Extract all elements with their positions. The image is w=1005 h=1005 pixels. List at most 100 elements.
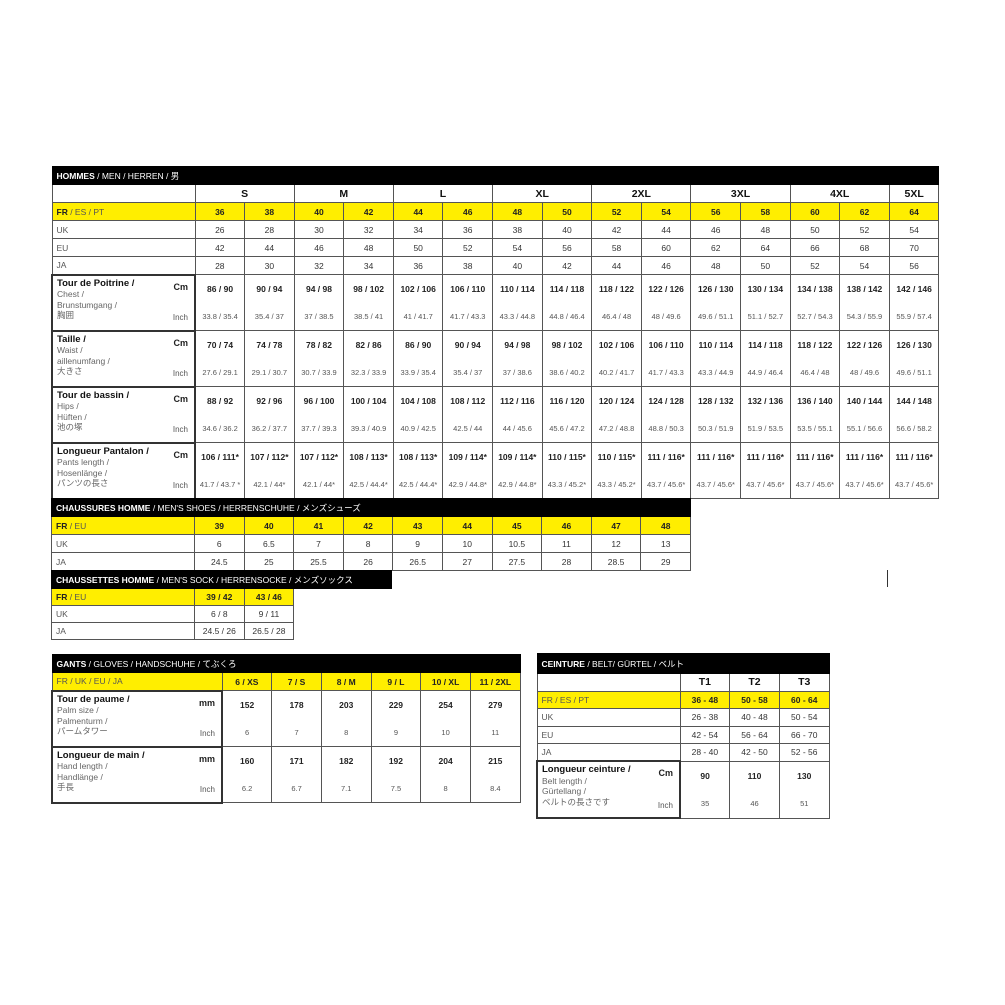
cell-value: 43 / 46 [243, 588, 295, 606]
metric-value: 229 [370, 690, 422, 719]
inch-value: 43.7 / 45.6* [839, 470, 890, 499]
label-line: Longueur Pantalon / [57, 445, 149, 457]
metric-value: 86 / 90 [194, 274, 246, 303]
inch-value: 41 / 41.7 [392, 302, 444, 331]
measurement-label: Tour de paume / Palm size / Palmenturm / パー… [51, 689, 223, 748]
inch-value: 30.7 / 33.9 [293, 358, 345, 387]
metric-value: 124 / 128 [640, 386, 692, 415]
cell-value: 46 [293, 238, 345, 257]
cell-value: 36 - 48 [679, 690, 731, 709]
inch-value: 44.8 / 46.4 [541, 302, 593, 331]
inch-value: 51.1 / 52.7 [740, 302, 791, 331]
cell-value: 56 - 64 [729, 725, 780, 744]
cell-value: 50 - 58 [729, 690, 780, 709]
cell-value: 38 [492, 220, 543, 239]
cell-value: 10 / XL [420, 672, 471, 691]
label-line: 大きさ [57, 366, 83, 376]
inch-value: 43.7 / 45.6* [640, 470, 692, 499]
title-bold: CEINTURE [541, 658, 585, 669]
cell-value: 66 [789, 238, 841, 257]
inch-value: 44 / 45.6 [492, 414, 543, 443]
cell-value: 48 [640, 516, 692, 535]
label-text: JA [56, 556, 66, 567]
shoes-title: CHAUSSURES HOMME / MEN'S SHOES / HERRENS… [50, 498, 692, 517]
inch-value: 41.7 / 43.3 [640, 358, 692, 387]
metric-value: 122 / 126 [839, 330, 890, 359]
cell-value: 58 [740, 202, 791, 221]
inch-value: 43.7 / 45.6* [690, 470, 742, 499]
cell-value: 13 [640, 534, 692, 553]
title-bold: CHAUSSURES HOMME [56, 502, 151, 513]
metric-value: 107 / 112* [293, 442, 345, 471]
cell-value: 46 [640, 256, 692, 275]
inch-value: 42.1 / 44* [293, 470, 345, 499]
label-line: Brunstumgang / [57, 299, 118, 310]
label-text: FR / ES / PT [541, 694, 590, 705]
label-rest: / ES / PT [67, 206, 105, 217]
title-rest: / BELT/ GÜRTEL / ベルト [584, 658, 684, 669]
cell-value: 60 - 64 [778, 690, 830, 709]
inch-value: 37 / 38.5 [293, 302, 345, 331]
title-rest: / MEN'S SHOES / HERRENSCHUHE / メンズシューズ [150, 502, 361, 513]
cell-value: 58 [591, 238, 642, 257]
cell-value: 25 [243, 552, 295, 571]
inch-value: 6.7 [271, 774, 322, 803]
inch-value: 32.3 / 33.9 [343, 358, 394, 387]
cell-value: 54 [492, 238, 543, 257]
cell-value: 40 [243, 516, 295, 535]
cell-value: 42 - 50 [729, 743, 780, 762]
metric-value: 110 / 114 [492, 274, 543, 303]
cell-value: 28 [194, 256, 246, 275]
label-text: EU [541, 729, 554, 740]
unit-metric: Cm [173, 337, 188, 348]
title-rest: / MEN / HERREN / 男 [94, 170, 180, 181]
inch-value: 38.5 / 41 [343, 302, 394, 331]
cell-value: 42 [194, 238, 246, 257]
cell-value: 7 / S [271, 672, 322, 691]
label-line: Gürtellang / [542, 786, 586, 796]
cell-value: 68 [839, 238, 890, 257]
table-row: FR / EU 39 40 41 42 43 44 45 46 47 48 [51, 516, 692, 535]
cell-value: 40 [492, 256, 543, 275]
label-text: JA [56, 626, 66, 636]
title-rest: / MEN'S SOCK / HERRENSOCKE / メンズソックス [154, 574, 353, 585]
metric-value: 107 / 112* [244, 442, 295, 471]
inch-value: 54.3 / 55.9 [839, 302, 890, 331]
title-bold: CHAUSSETTES HOMME [56, 574, 155, 585]
cell-value: 56 [690, 202, 742, 221]
divider-line [887, 570, 888, 587]
metric-value: 108 / 112 [442, 386, 494, 415]
metric-value: 111 / 116* [888, 442, 940, 471]
measurement-row: Longueur Pantalon / Pants length / Hosenlä… [51, 441, 940, 500]
inch-value: 55.1 / 56.6 [839, 414, 890, 443]
metric-value: 70 / 74 [194, 330, 246, 359]
size-group-header: 4XL [789, 184, 890, 203]
inch-value: 46 [729, 789, 780, 819]
measurement-row: Tour de bassin / Hips / Hüften / 池の塚 Cm Inch 8… [51, 385, 940, 444]
cell-value: 45 [491, 516, 543, 535]
cell-value: 41 [293, 516, 344, 535]
label-line: Chest / [57, 289, 84, 299]
inch-value: 40.2 / 41.7 [591, 358, 642, 387]
metric-value: 108 / 113* [343, 442, 394, 471]
metric-value: 106 / 110 [640, 330, 692, 359]
inch-value: 50.3 / 51.9 [690, 414, 742, 443]
table-row: JA 24.5 25 25.5 26 26.5 27 27.5 28 28.5 29 [51, 552, 692, 571]
label-line: Tour de Poitrine / [57, 277, 135, 289]
inch-value: 35 [679, 789, 731, 819]
cell-value: 70 [888, 238, 940, 257]
label-text: JA [541, 747, 552, 757]
cell-value: 36 [442, 220, 494, 239]
metric-value: 98 / 102 [541, 330, 593, 359]
metric-value: 106 / 111* [194, 442, 246, 471]
table-row: FR / EU 39 / 42 43 / 46 [51, 588, 392, 606]
inch-value: 42.9 / 44.8* [442, 470, 494, 499]
metric-value: 110 / 115* [541, 442, 593, 471]
inch-value: 51.9 / 53.5 [740, 414, 791, 443]
cell-value: 26 [194, 220, 246, 239]
size-group-header: 5XL [888, 184, 940, 203]
size-group-header: T2 [729, 673, 780, 692]
table-row: UK 6 6.5 7 8 9 10 10.5 11 12 13 [51, 534, 692, 553]
metric-value: 78 / 82 [293, 330, 345, 359]
cell-value: 39 / 42 [194, 588, 245, 606]
